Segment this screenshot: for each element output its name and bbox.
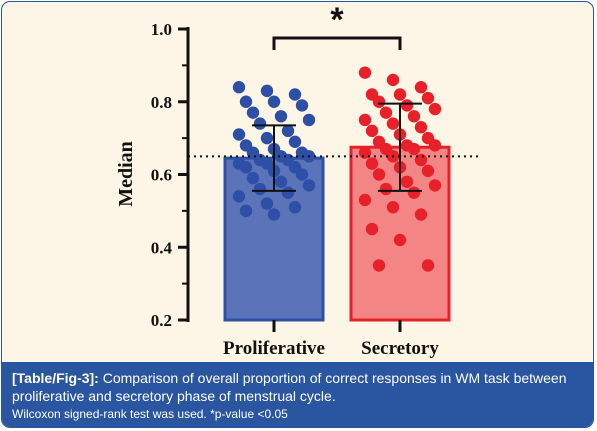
caption-line: [Table/Fig-3]: Comparison of overall pro…: [12, 369, 585, 405]
point-secretory: [372, 259, 386, 272]
point-proliferative: [302, 179, 316, 192]
significance-bracket: [272, 36, 402, 50]
point-secretory: [365, 157, 379, 170]
point-secretory: [428, 139, 442, 152]
point-proliferative: [246, 171, 260, 185]
point-proliferative: [274, 110, 288, 123]
point-proliferative: [239, 161, 253, 174]
point-secretory: [372, 95, 386, 108]
point-proliferative: [260, 197, 274, 210]
point-proliferative: [274, 175, 288, 188]
point-proliferative: [246, 106, 260, 119]
y-tick-label: 0.2: [151, 311, 172, 330]
significance-star: *: [330, 2, 344, 39]
point-secretory: [393, 88, 407, 101]
point-secretory: [421, 164, 435, 178]
caption-tag: [Table/Fig-3]:: [12, 370, 99, 386]
point-proliferative: [253, 182, 267, 196]
point-proliferative: [267, 208, 281, 221]
point-secretory: [372, 168, 386, 181]
y-tick-label: 1.0: [151, 20, 172, 39]
figure-caption: [Table/Fig-3]: Comparison of overall pro…: [2, 362, 593, 427]
point-proliferative: [260, 131, 274, 145]
point-secretory: [379, 182, 393, 196]
point-secretory: [365, 222, 379, 236]
caption-text: Comparison of overall proportion of corr…: [12, 370, 567, 404]
point-secretory: [379, 106, 393, 119]
point-proliferative: [295, 99, 309, 112]
point-secretory: [393, 233, 407, 247]
point-proliferative: [302, 113, 316, 127]
x-category-label: Proliferative: [223, 338, 325, 359]
point-proliferative: [232, 128, 246, 141]
point-secretory: [414, 81, 428, 94]
point-secretory: [386, 73, 400, 87]
point-secretory: [407, 142, 421, 156]
point-secretory: [414, 121, 428, 134]
point-proliferative: [239, 95, 253, 108]
point-proliferative: [288, 135, 302, 148]
point-secretory: [421, 259, 435, 272]
point-secretory: [428, 179, 442, 192]
x-category-label: Secretory: [361, 338, 439, 359]
point-secretory: [407, 186, 421, 199]
y-tick-label: 0.6: [151, 166, 172, 185]
y-tick-label: 0.4: [151, 238, 173, 257]
point-proliferative: [295, 168, 309, 181]
point-proliferative: [260, 84, 274, 98]
point-secretory: [358, 66, 372, 79]
point-secretory: [407, 110, 421, 123]
point-proliferative: [239, 204, 253, 218]
point-secretory: [358, 193, 372, 207]
chart-area: 0.2 0.4 0.6 0.8 1.0 Median Proliferative Secret…: [2, 2, 593, 362]
point-secretory: [400, 99, 414, 112]
point-proliferative: [288, 201, 302, 214]
point-secretory: [400, 175, 414, 188]
point-proliferative: [232, 81, 246, 94]
y-axis-title: Median: [115, 141, 137, 207]
point-secretory: [421, 91, 435, 105]
caption-note: Wilcoxon signed-rank test was used. *p-v…: [12, 407, 288, 421]
y-tick-label: 0.8: [151, 93, 172, 112]
point-secretory: [428, 102, 442, 116]
point-proliferative: [267, 95, 281, 108]
point-secretory: [386, 201, 400, 214]
bar-chart: 0.2 0.4 0.6 0.8 1.0 Median Proliferative Secret…: [115, 2, 482, 359]
point-proliferative: [288, 88, 302, 101]
point-proliferative: [281, 186, 295, 199]
point-secretory: [414, 208, 428, 221]
point-secretory: [365, 124, 379, 138]
point-proliferative: [253, 117, 267, 130]
point-proliferative: [232, 190, 246, 203]
point-proliferative: [281, 124, 295, 138]
point-secretory: [358, 113, 372, 127]
point-secretory: [386, 117, 400, 130]
